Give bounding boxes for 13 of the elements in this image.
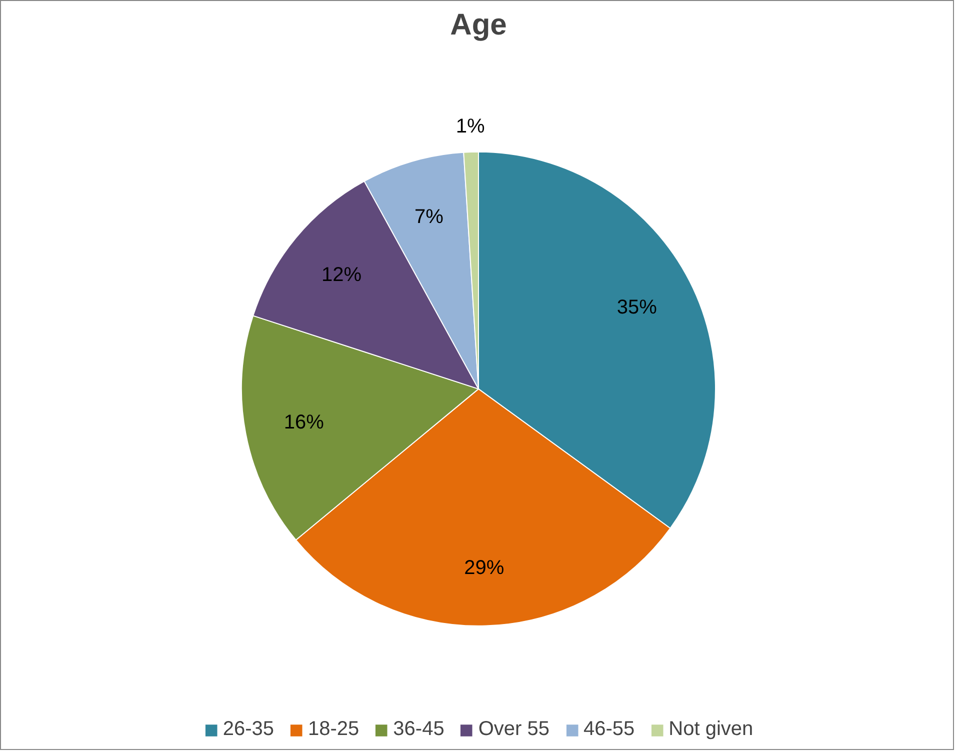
legend-label: 36-45 <box>393 718 444 741</box>
data-label: 29% <box>464 556 504 579</box>
chart-title: Age <box>450 8 507 42</box>
legend-label: Over 55 <box>478 718 550 741</box>
data-label: 16% <box>284 411 324 434</box>
legend-label: 46-55 <box>583 718 635 741</box>
legend-label: 18-25 <box>308 718 360 741</box>
data-label: 12% <box>322 264 362 286</box>
data-label: 7% <box>414 206 444 228</box>
data-label: 35% <box>616 296 658 319</box>
data-label: 1% <box>456 115 485 138</box>
legend-label: 26-35 <box>222 718 274 741</box>
legend-label: Not given <box>668 718 754 741</box>
